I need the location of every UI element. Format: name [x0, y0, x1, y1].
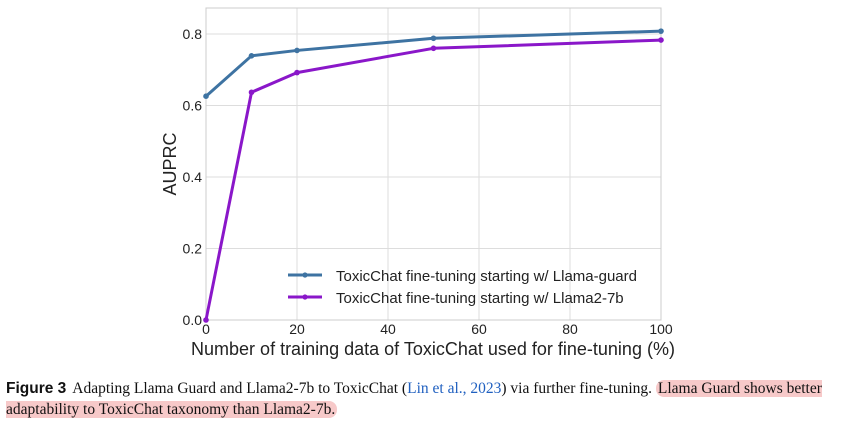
x-tick-label: 40: [380, 321, 396, 337]
data-point-llama2-7b: [203, 317, 209, 323]
figure-label: Figure 3: [6, 380, 67, 397]
data-point-llama2-7b: [430, 45, 437, 52]
plot-frame: [205, 7, 662, 321]
legend: ToxicChat fine-tuning starting w/ Llama-…: [288, 268, 637, 307]
series-lines: [203, 28, 664, 323]
y-tick-label: 0.8: [183, 26, 203, 42]
y-tick-label: 0.4: [183, 169, 203, 185]
plot-area: [206, 8, 661, 320]
caption-text-before: Adapting Llama Guard and Llama2-7b to To…: [72, 380, 408, 397]
data-point-llama-guard: [294, 47, 300, 54]
axis-ticks: 0 20 40 60 80 100 0.0 0.2 0.4 0.6 0.8: [183, 26, 673, 337]
x-tick-label: 20: [289, 321, 305, 337]
data-point-llama-guard: [430, 35, 437, 42]
figure-caption: Figure 3 Adapting Llama Guard and Llama2-…: [6, 378, 852, 420]
data-point-llama-guard: [203, 93, 209, 100]
y-tick-label: 0.6: [183, 98, 203, 114]
legend-marker-llama2-7b: [302, 294, 308, 300]
caption-text-after: ) via further fine-tuning.: [501, 380, 653, 397]
citation-link[interactable]: Lin et al., 2023: [407, 380, 502, 397]
data-point-llama-guard: [248, 53, 255, 59]
y-axis-label: AUPRC: [160, 132, 180, 195]
x-tick-label: 80: [562, 321, 578, 337]
data-point-llama2-7b: [248, 89, 255, 96]
x-tick-label: 60: [471, 321, 487, 337]
x-tick-label: 0: [202, 321, 210, 337]
data-point-llama2-7b: [658, 37, 664, 43]
x-tick-label: 100: [649, 321, 673, 337]
legend-label-llama-guard: ToxicChat fine-tuning starting w/ Llama-…: [336, 268, 637, 285]
y-tick-label: 0.2: [183, 241, 203, 257]
x-axis-label: Number of training data of ToxicChat use…: [191, 339, 675, 359]
legend-label-llama2-7b: ToxicChat fine-tuning starting w/ Llama2…: [336, 290, 624, 307]
data-point-llama2-7b: [294, 69, 300, 76]
data-point-llama-guard: [658, 28, 664, 34]
auprc-line-chart: 0 20 40 60 80 100 0.0 0.2 0.4 0.6 0.8 Number of tr…: [160, 7, 675, 359]
legend-marker-llama-guard: [302, 272, 308, 278]
y-tick-label: 0.0: [183, 312, 203, 328]
